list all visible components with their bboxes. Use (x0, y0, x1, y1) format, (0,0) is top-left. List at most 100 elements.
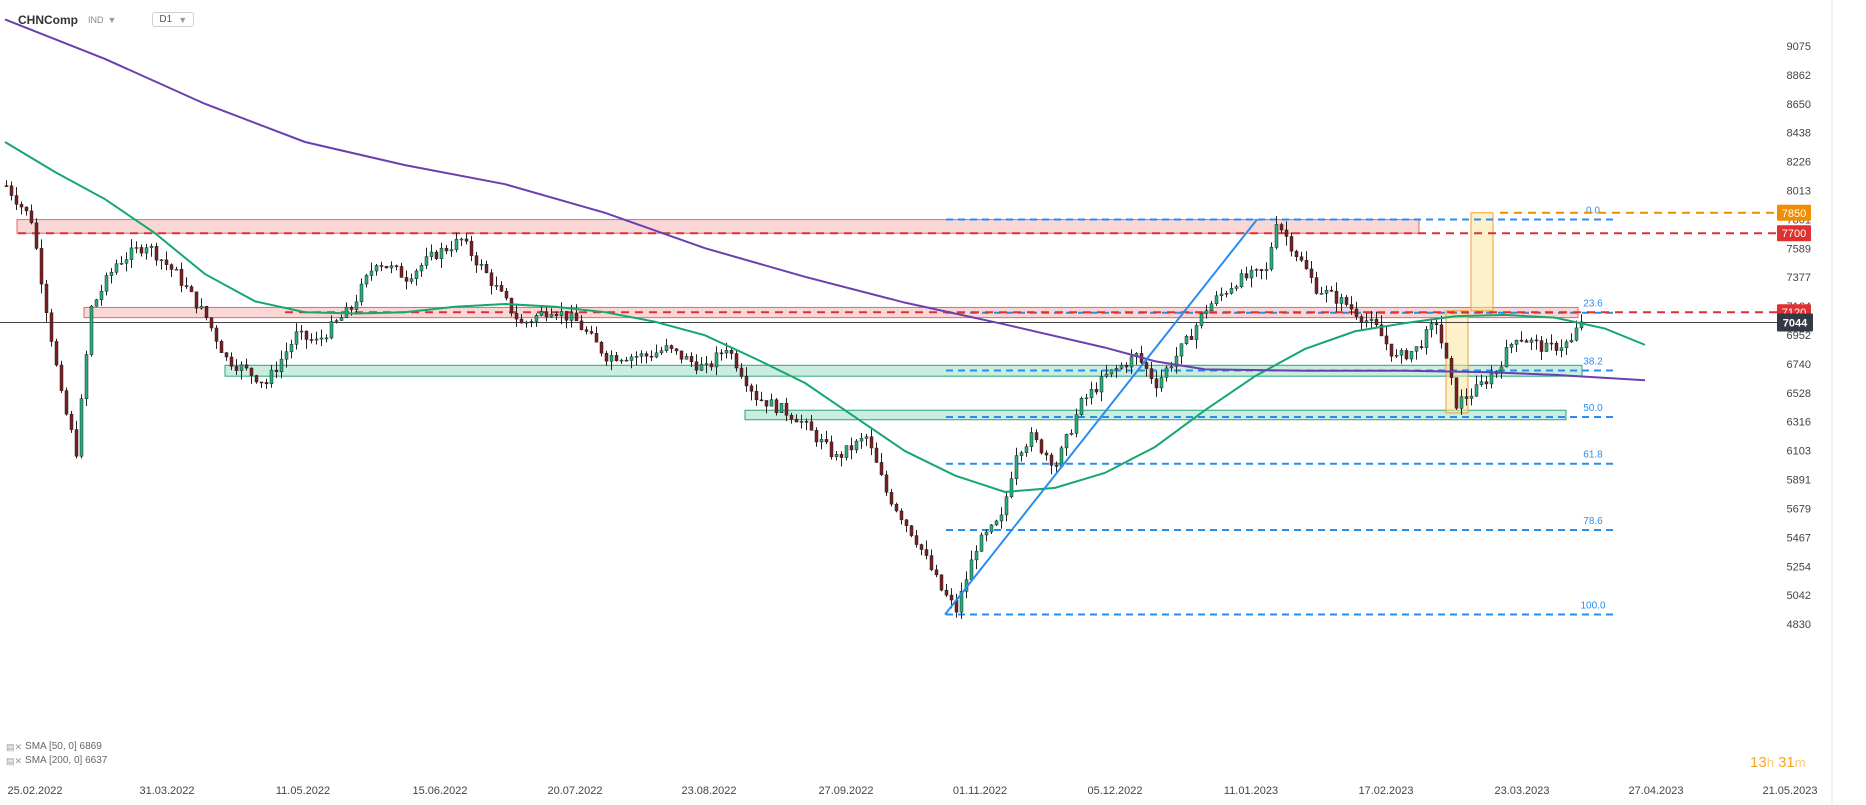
candle-body (354, 301, 359, 310)
candle-body (1154, 378, 1159, 389)
candle-body (1224, 292, 1229, 295)
candle-body (1214, 295, 1219, 304)
candle-body (799, 421, 804, 423)
candle-body (1549, 342, 1554, 345)
candle-body (549, 313, 554, 318)
candle-body (504, 290, 509, 299)
candle-body (1024, 446, 1029, 453)
candle-body (329, 321, 334, 339)
candle-countdown: 13h 31m (1750, 754, 1806, 771)
candle-body (1264, 268, 1269, 272)
candle-body (514, 312, 519, 320)
exchange-selector[interactable]: IND ▼ (88, 15, 116, 25)
candle-body (1524, 340, 1529, 343)
settings-icon[interactable]: ▤✕ (6, 742, 23, 752)
candle-body (1274, 224, 1279, 248)
candle-body (1344, 297, 1349, 305)
x-tick-label: 17.02.2023 (1358, 785, 1413, 797)
candle-body (1269, 247, 1274, 270)
candle-body (1034, 432, 1039, 440)
candle-body (179, 268, 184, 286)
candle-body (839, 453, 844, 458)
candle-body (1044, 452, 1049, 456)
candle-body (399, 266, 404, 278)
candle-body (789, 415, 794, 420)
candle-body (989, 524, 994, 533)
candle-body (1449, 358, 1454, 378)
candle-body (999, 514, 1004, 522)
candle-body (1564, 341, 1569, 349)
candle-body (429, 251, 434, 257)
candle-body (969, 559, 974, 580)
candle-body (774, 399, 779, 413)
candle-body (1104, 373, 1109, 377)
candle-body (624, 359, 629, 362)
candle-body (4, 185, 9, 187)
fib-level-label: 50.0 (1583, 403, 1603, 414)
candle-body (679, 350, 684, 360)
resistance-zone (16, 219, 1420, 234)
candle-body (359, 283, 364, 303)
candle-body (614, 355, 619, 362)
candle-body (874, 447, 879, 463)
y-tick-label: 7589 (1787, 243, 1811, 255)
candle-body (669, 345, 674, 349)
chevron-down-icon: ▼ (107, 14, 117, 25)
candle-body (1389, 343, 1394, 357)
candle-body (384, 265, 389, 269)
candle-body (819, 439, 824, 443)
candle-body (14, 195, 19, 205)
candle-body (639, 353, 644, 357)
candle-body (979, 534, 984, 552)
candle-body (1364, 320, 1369, 323)
candle-body (1529, 339, 1534, 343)
candle-body (204, 306, 209, 318)
candle-body (934, 569, 939, 576)
candle-body (714, 352, 719, 368)
candle-body (1179, 343, 1184, 357)
candle-body (684, 356, 689, 360)
candle-body (1149, 368, 1154, 379)
candle-body (199, 306, 204, 309)
y-tick-label: 6528 (1787, 388, 1811, 400)
candle-body (824, 439, 829, 443)
y-tick-label: 5042 (1787, 590, 1811, 602)
candle-body (849, 445, 854, 451)
candle-body (1159, 377, 1164, 389)
y-tick-label: 6740 (1787, 359, 1811, 371)
candle-body (544, 311, 549, 318)
candle-body (1484, 381, 1489, 385)
candle-body (1374, 318, 1379, 326)
candle-body (1219, 293, 1224, 297)
candle-body (539, 311, 544, 316)
candle-body (649, 355, 654, 358)
x-tick-label: 11.05.2022 (276, 785, 330, 797)
candle-body (749, 385, 754, 392)
candle-body (1119, 364, 1124, 369)
candle-body (974, 551, 979, 561)
candle-body (439, 247, 444, 259)
chart-toolbar: CHNComp IND ▼ D1 ▼ (18, 12, 195, 27)
x-tick-label: 23.08.2022 (681, 785, 736, 797)
timeframe-selector[interactable]: D1 ▼ (152, 12, 195, 27)
y-tick-label: 8226 (1787, 157, 1811, 169)
candle-body (1349, 304, 1354, 310)
candle-body (1469, 395, 1474, 399)
symbol-label[interactable]: CHNComp (18, 12, 78, 27)
x-tick-label: 05.12.2022 (1087, 785, 1142, 797)
candle-body (484, 264, 489, 273)
candle-body (879, 462, 884, 476)
candle-body (1334, 290, 1339, 304)
candle-body (1439, 324, 1444, 344)
candle-body (1204, 310, 1209, 314)
candle-body (559, 311, 564, 317)
candle-body (469, 240, 474, 256)
candle-body (1069, 432, 1074, 435)
candle-body (1279, 224, 1284, 231)
support-zone (744, 409, 1567, 421)
y-tick-label: 5679 (1787, 503, 1811, 515)
y-tick-label: 8862 (1787, 70, 1811, 82)
settings-icon[interactable]: ▤✕ (6, 756, 23, 766)
